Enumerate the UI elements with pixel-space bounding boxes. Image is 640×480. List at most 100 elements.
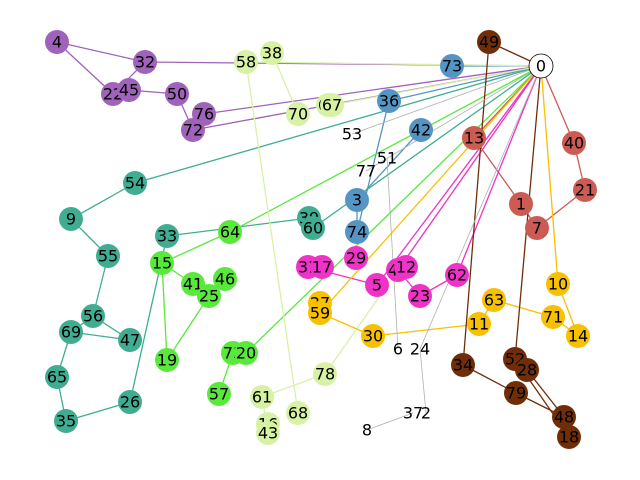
- node-77[interactable]: 77: [356, 162, 376, 181]
- node-label: 63: [484, 291, 504, 310]
- node-circle: [377, 89, 401, 113]
- node-5[interactable]: 5: [365, 273, 389, 297]
- node-59[interactable]: 59: [308, 301, 332, 325]
- node-50[interactable]: 50: [165, 82, 189, 106]
- node-11[interactable]: 11: [467, 312, 491, 336]
- node-circle: [54, 409, 78, 433]
- node-10[interactable]: 10: [546, 272, 570, 296]
- node-48[interactable]: 48: [552, 405, 576, 429]
- node-36[interactable]: 36: [377, 89, 401, 113]
- node-62[interactable]: 62: [445, 263, 469, 287]
- node-78[interactable]: 78: [313, 362, 337, 386]
- node-label: 34: [453, 356, 473, 375]
- node-19[interactable]: 19: [155, 348, 179, 372]
- node-74[interactable]: 74: [345, 220, 369, 244]
- node-51[interactable]: 51: [377, 149, 397, 168]
- node-label: 38: [262, 44, 282, 63]
- edge-36-0: [388, 65, 542, 102]
- node-0[interactable]: 0: [528, 53, 554, 79]
- node-label: 79: [506, 384, 526, 403]
- node-33[interactable]: 33: [155, 224, 179, 248]
- node-label: 65: [47, 368, 67, 387]
- node-73[interactable]: 73: [440, 54, 464, 78]
- node-17[interactable]: 17: [310, 255, 334, 279]
- node-79[interactable]: 79: [504, 381, 528, 405]
- node-circle: [234, 50, 258, 74]
- node-69[interactable]: 69: [59, 320, 83, 344]
- node-12[interactable]: 12: [394, 255, 418, 279]
- node-label: 77: [356, 162, 376, 181]
- node-circle: [310, 255, 334, 279]
- node-42[interactable]: 42: [409, 118, 433, 142]
- node-8[interactable]: 8: [362, 421, 372, 440]
- node-58[interactable]: 58: [234, 50, 258, 74]
- node-57[interactable]: 57: [207, 382, 231, 406]
- node-53[interactable]: 53: [342, 125, 362, 144]
- node-circle: [81, 304, 105, 328]
- node-label: 69: [61, 323, 81, 342]
- node-2[interactable]: 2: [421, 404, 431, 423]
- node-37[interactable]: 37: [403, 404, 423, 423]
- edge-58-0: [245, 61, 542, 67]
- node-25[interactable]: 25: [197, 284, 221, 308]
- node-24[interactable]: 24: [410, 340, 430, 359]
- node-56[interactable]: 56: [81, 304, 105, 328]
- node-label: 76: [194, 105, 214, 124]
- node-4[interactable]: 4: [45, 30, 69, 54]
- node-60[interactable]: 60: [301, 216, 325, 240]
- node-label: 35: [56, 412, 76, 431]
- node-29[interactable]: 29: [344, 246, 368, 270]
- node-71[interactable]: 71: [541, 305, 565, 329]
- node-72[interactable]: 72: [181, 118, 205, 142]
- node-34[interactable]: 34: [451, 353, 475, 377]
- node-label: 6: [393, 340, 403, 359]
- node-67[interactable]: 67: [320, 93, 344, 117]
- node-68[interactable]: 68: [286, 401, 310, 425]
- node-32[interactable]: 32: [133, 50, 157, 74]
- node-26[interactable]: 26: [118, 390, 142, 414]
- node-30[interactable]: 30: [361, 324, 385, 348]
- node-label: 40: [564, 134, 584, 153]
- node-circle: [440, 54, 464, 78]
- node-28[interactable]: 28: [515, 358, 539, 382]
- node-13[interactable]: 13: [462, 126, 486, 150]
- node-23[interactable]: 23: [408, 284, 432, 308]
- node-64[interactable]: 64: [218, 220, 242, 244]
- node-40[interactable]: 40: [562, 131, 586, 155]
- node-55[interactable]: 55: [96, 244, 120, 268]
- node-3[interactable]: 3: [345, 188, 369, 212]
- node-65[interactable]: 65: [45, 365, 69, 389]
- edge-64-0: [229, 65, 542, 233]
- node-38[interactable]: 38: [260, 41, 284, 65]
- node-70[interactable]: 70: [286, 102, 310, 126]
- node-46[interactable]: 46: [213, 267, 237, 291]
- node-18[interactable]: 18: [557, 425, 581, 449]
- node-6[interactable]: 6: [393, 340, 403, 359]
- node-15[interactable]: 15: [150, 251, 174, 275]
- node-circle: [451, 353, 475, 377]
- node-circle: [365, 273, 389, 297]
- node-45[interactable]: 45: [117, 78, 141, 102]
- node-7[interactable]: 7: [525, 216, 549, 240]
- edge-4-32: [56, 41, 146, 63]
- node-label: 51: [377, 149, 397, 168]
- node-21[interactable]: 21: [573, 178, 597, 202]
- node-20[interactable]: 20: [234, 341, 258, 365]
- node-63[interactable]: 63: [482, 288, 506, 312]
- node-label: 17: [312, 258, 332, 277]
- node-35[interactable]: 35: [54, 409, 78, 433]
- node-43[interactable]: 43: [256, 421, 280, 445]
- edge-15-64: [161, 231, 231, 264]
- node-label: 54: [125, 174, 145, 193]
- node-circle: [123, 171, 147, 195]
- node-circle: [541, 305, 565, 329]
- node-49[interactable]: 49: [477, 30, 501, 54]
- node-61[interactable]: 61: [250, 385, 274, 409]
- node-1[interactable]: 1: [509, 192, 533, 216]
- node-54[interactable]: 54: [123, 171, 147, 195]
- node-14[interactable]: 14: [566, 324, 590, 348]
- node-47[interactable]: 47: [118, 328, 142, 352]
- node-9[interactable]: 9: [59, 207, 83, 231]
- node-circle: [301, 216, 325, 240]
- node-label: 21: [575, 181, 595, 200]
